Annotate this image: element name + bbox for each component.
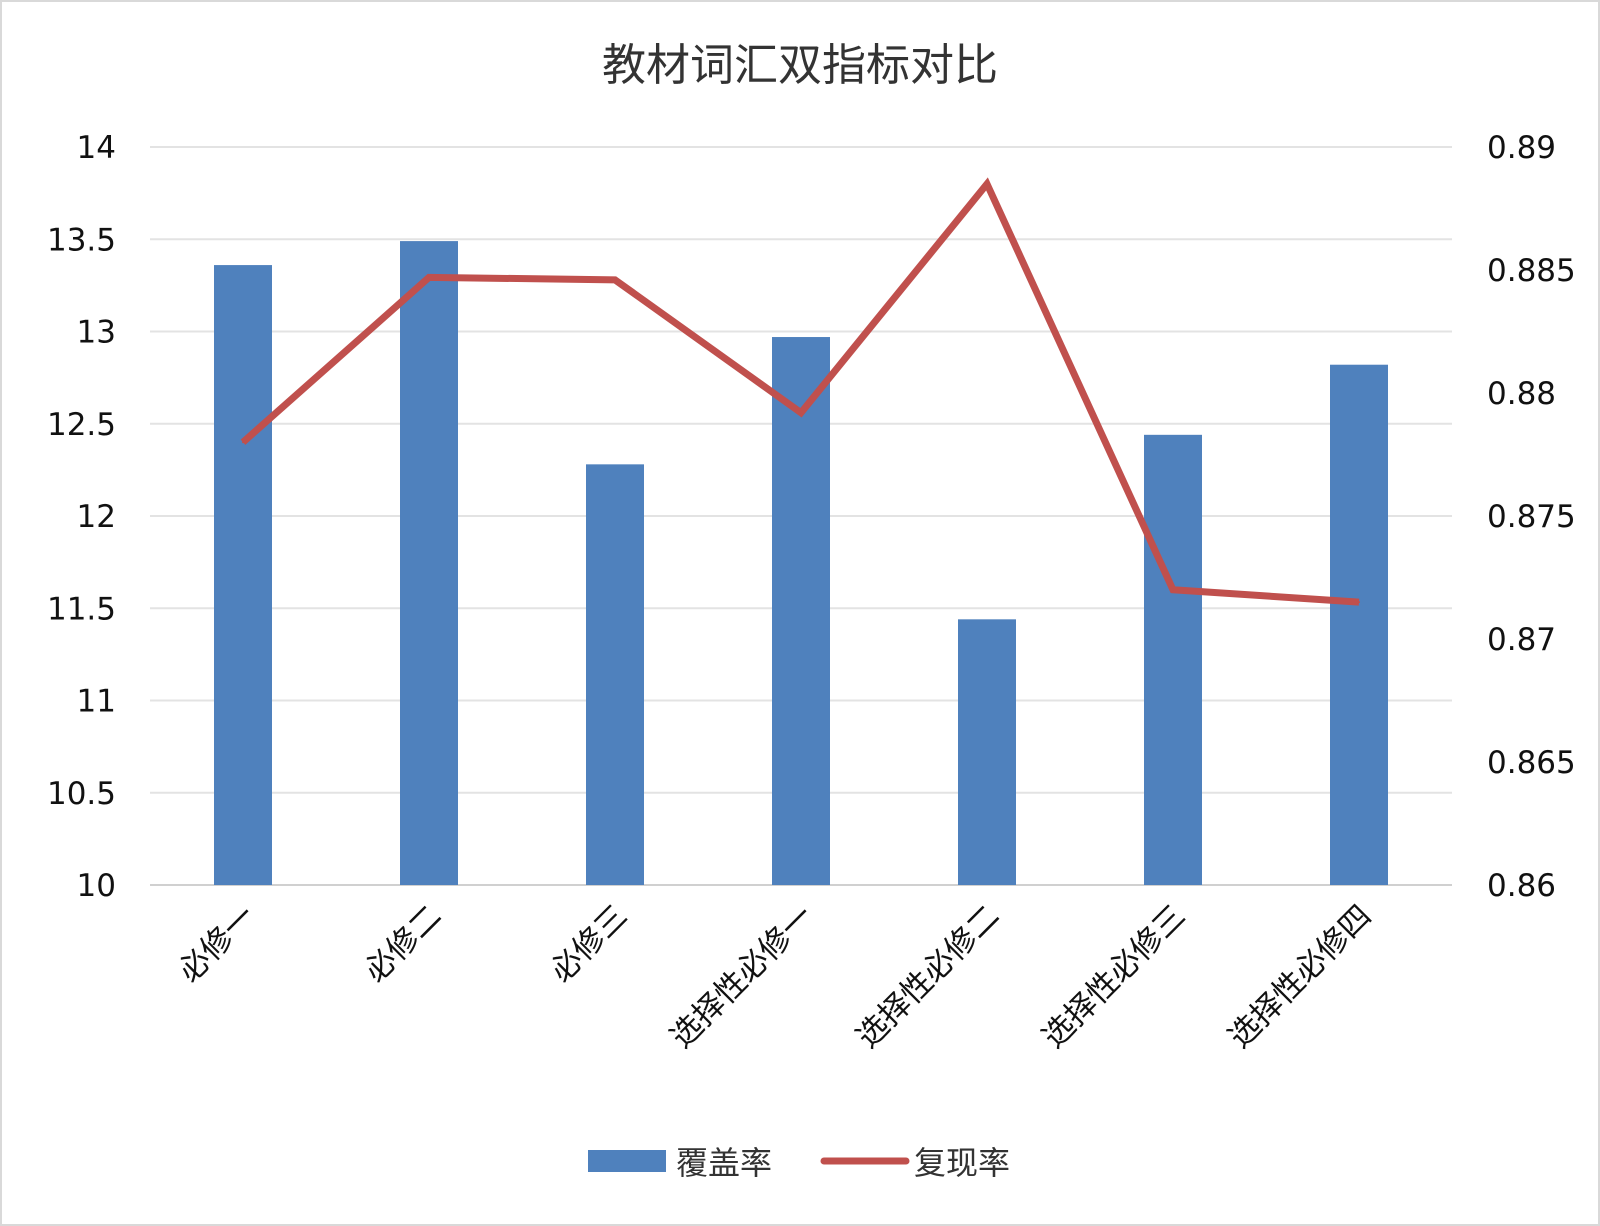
line-point	[428, 276, 430, 279]
bar-series	[214, 241, 1388, 886]
right-tick-label: 0.89	[1487, 130, 1556, 166]
left-tick-label: 11	[77, 684, 116, 720]
left-tick-label: 10.5	[47, 776, 116, 812]
bar	[772, 337, 830, 885]
right-tick-label: 0.87	[1487, 622, 1556, 658]
left-tick-label: 10	[77, 868, 116, 904]
left-tick-label: 12.5	[47, 407, 116, 443]
right-tick-label: 0.875	[1487, 499, 1576, 535]
bar	[586, 464, 644, 885]
left-tick-label: 11.5	[47, 591, 116, 627]
left-tick-label: 13.5	[47, 222, 116, 258]
right-tick-label: 0.865	[1487, 745, 1576, 781]
left-tick-label: 13	[77, 315, 116, 351]
right-y-axis: 0.86 0.865 0.87 0.875 0.88 0.885 0.89	[1487, 130, 1576, 904]
bar	[958, 619, 1016, 885]
left-tick-label: 14	[77, 130, 116, 166]
line-point	[242, 441, 244, 444]
left-tick-label: 12	[77, 499, 116, 535]
line-point	[800, 411, 802, 414]
line-point	[1358, 601, 1360, 604]
chart-title: 教材词汇双指标对比	[602, 40, 998, 91]
legend: 覆盖率 复现率	[588, 1144, 1010, 1182]
bar	[214, 265, 272, 886]
line-series	[240, 177, 1360, 606]
left-y-axis: 10 10.5 11 11.5 12 12.5 13 13.5 14	[47, 130, 116, 904]
line-point	[986, 182, 988, 185]
right-tick-label: 0.86	[1487, 868, 1556, 904]
legend-swatch-bar	[588, 1150, 666, 1172]
line-point	[1172, 588, 1174, 591]
bar	[1144, 434, 1202, 885]
bar	[400, 241, 458, 886]
bar	[1330, 364, 1388, 886]
right-tick-label: 0.885	[1487, 253, 1576, 289]
right-tick-label: 0.88	[1487, 376, 1556, 412]
legend-label-line: 复现率	[914, 1144, 1010, 1182]
legend-label-bar: 覆盖率	[676, 1144, 772, 1182]
line-point	[614, 278, 616, 281]
